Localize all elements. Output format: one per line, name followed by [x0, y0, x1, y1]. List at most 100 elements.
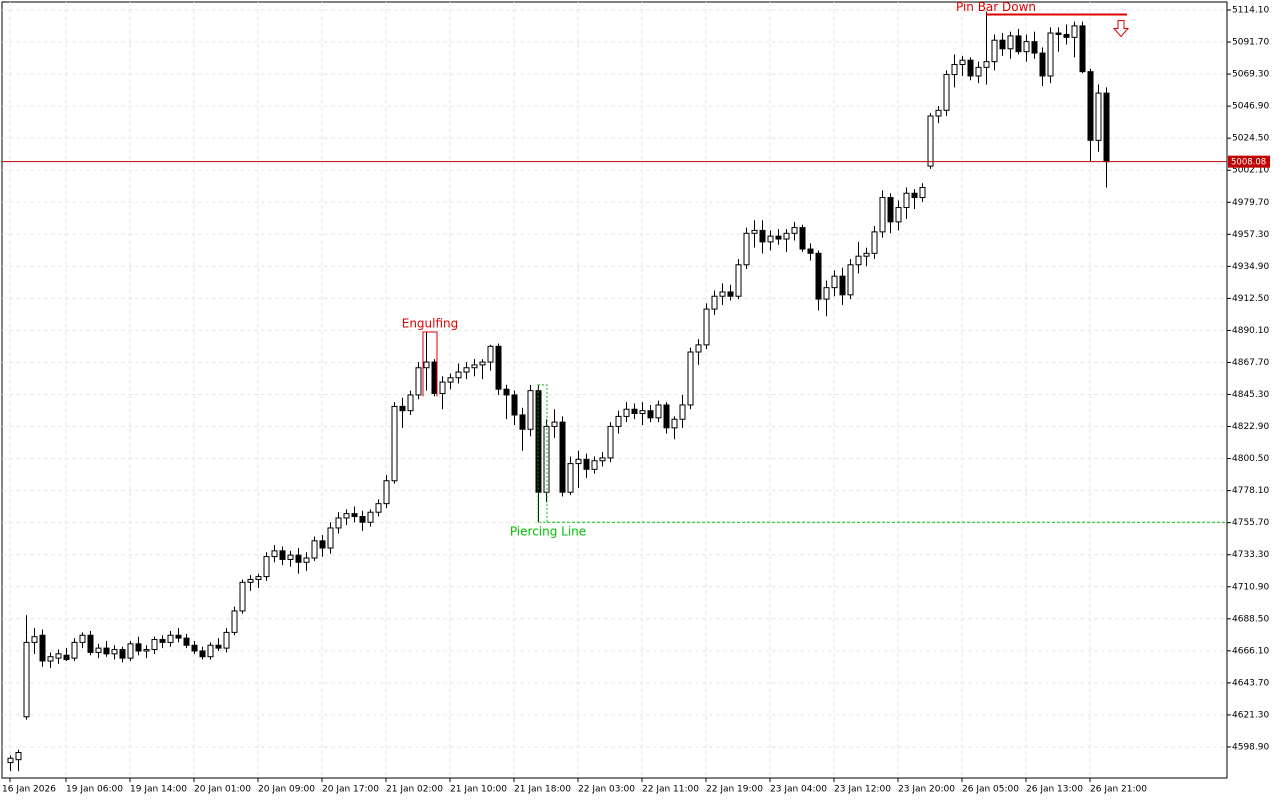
x-tick-label: 19 Jan 06:00 [66, 785, 123, 795]
candle-body [191, 644, 198, 652]
candle-body [895, 207, 902, 223]
candle-body [847, 264, 854, 296]
y-tick-label: 4890.10 [1232, 326, 1269, 336]
piercing-box [537, 384, 548, 523]
candle-body [319, 540, 326, 549]
y-tick-label: 5114.10 [1232, 6, 1269, 16]
candle-body [447, 377, 454, 383]
candle-body [1047, 32, 1054, 77]
candle-body [759, 229, 766, 243]
candle-body [7, 757, 14, 764]
candle-body [655, 404, 662, 419]
y-tick-label: 4643.70 [1232, 678, 1269, 688]
y-tick-label: 4755.70 [1232, 518, 1269, 528]
candle-body [351, 513, 358, 518]
candle-body [79, 634, 86, 643]
candle-body [751, 229, 758, 234]
candle-body [479, 361, 486, 366]
candle-body [639, 410, 646, 415]
candle-body [783, 232, 790, 240]
candle-body [135, 643, 142, 652]
candle-body [1087, 71, 1094, 141]
x-tick-label: 21 Jan 10:00 [450, 785, 507, 795]
candle-body [223, 631, 230, 649]
candle-body [719, 291, 726, 297]
candle-body [735, 264, 742, 297]
candle-body [415, 367, 422, 396]
candle-body [975, 66, 982, 77]
candle-body [87, 634, 94, 653]
candle-body [511, 394, 518, 416]
candle-body [519, 414, 526, 430]
candle-body [303, 557, 310, 563]
candle-body [871, 231, 878, 254]
candle-body [295, 554, 302, 563]
x-tick-label: 20 Jan 09:00 [258, 785, 315, 795]
candle-body [839, 275, 846, 296]
candle-body [671, 418, 678, 429]
y-tick-label: 4598.90 [1232, 742, 1269, 752]
plot-frame [1, 1, 1228, 779]
candle-body [687, 351, 694, 406]
y-tick-label: 4979.70 [1232, 198, 1269, 208]
x-tick-label: 26 Jan 05:00 [962, 785, 1019, 795]
candle-body [271, 550, 278, 558]
candle-body [471, 364, 478, 369]
last-price-box [1228, 155, 1270, 168]
candle-body [55, 653, 62, 659]
candle-body [47, 656, 54, 662]
candle-body [1055, 32, 1062, 35]
candle-body [215, 644, 222, 649]
candle-body [71, 641, 78, 659]
candle-body [703, 308, 710, 346]
candle-body [103, 647, 110, 655]
candle-body [679, 404, 686, 420]
candle-body [919, 187, 926, 199]
candle-body [111, 649, 118, 655]
annotation-label: Pin Bar Down [956, 0, 1036, 14]
candle-body [991, 39, 998, 63]
y-tick-label: 5046.90 [1232, 102, 1269, 112]
candle-body [1031, 41, 1038, 54]
candle-body [263, 556, 270, 578]
candle-body [119, 649, 126, 659]
candle-body [287, 554, 294, 560]
candle-body [151, 639, 158, 651]
candle-body [1023, 41, 1030, 53]
candle-body [695, 344, 702, 353]
candle-body [1007, 35, 1014, 50]
candle-body [399, 405, 406, 412]
candle-body [1039, 52, 1046, 77]
candle-body [727, 291, 734, 297]
candle-body [23, 641, 30, 718]
candle-body [775, 235, 782, 240]
candle-body [815, 252, 822, 300]
candle-body [487, 345, 494, 363]
candle-body [159, 639, 166, 643]
y-tick-label: 4800.50 [1232, 454, 1269, 464]
y-tick-label: 5024.50 [1232, 134, 1269, 144]
candle-body [647, 410, 654, 419]
candle-body [63, 654, 70, 661]
candle-body [239, 581, 246, 612]
x-tick-label: 19 Jan 14:00 [130, 785, 187, 795]
candle-body [207, 644, 214, 658]
candle-body [999, 39, 1006, 50]
y-tick-label: 5002.10 [1232, 166, 1269, 176]
candle-body [431, 361, 438, 395]
candle-body [343, 513, 350, 519]
candle-body [631, 408, 638, 415]
y-tick-label: 4733.30 [1232, 550, 1269, 560]
candle-body [799, 227, 806, 250]
candle-body [1095, 92, 1102, 141]
x-tick-label: 20 Jan 17:00 [322, 785, 379, 795]
candle-body [559, 421, 566, 493]
candle-body [583, 458, 590, 470]
x-tick-label: 22 Jan 19:00 [706, 785, 763, 795]
candle-body [927, 115, 934, 167]
down-arrow [1112, 19, 1130, 38]
candle-body [863, 252, 870, 257]
x-tick-label: 23 Jan 04:00 [770, 785, 827, 795]
candle-body [823, 287, 830, 300]
candle-body [551, 421, 558, 427]
